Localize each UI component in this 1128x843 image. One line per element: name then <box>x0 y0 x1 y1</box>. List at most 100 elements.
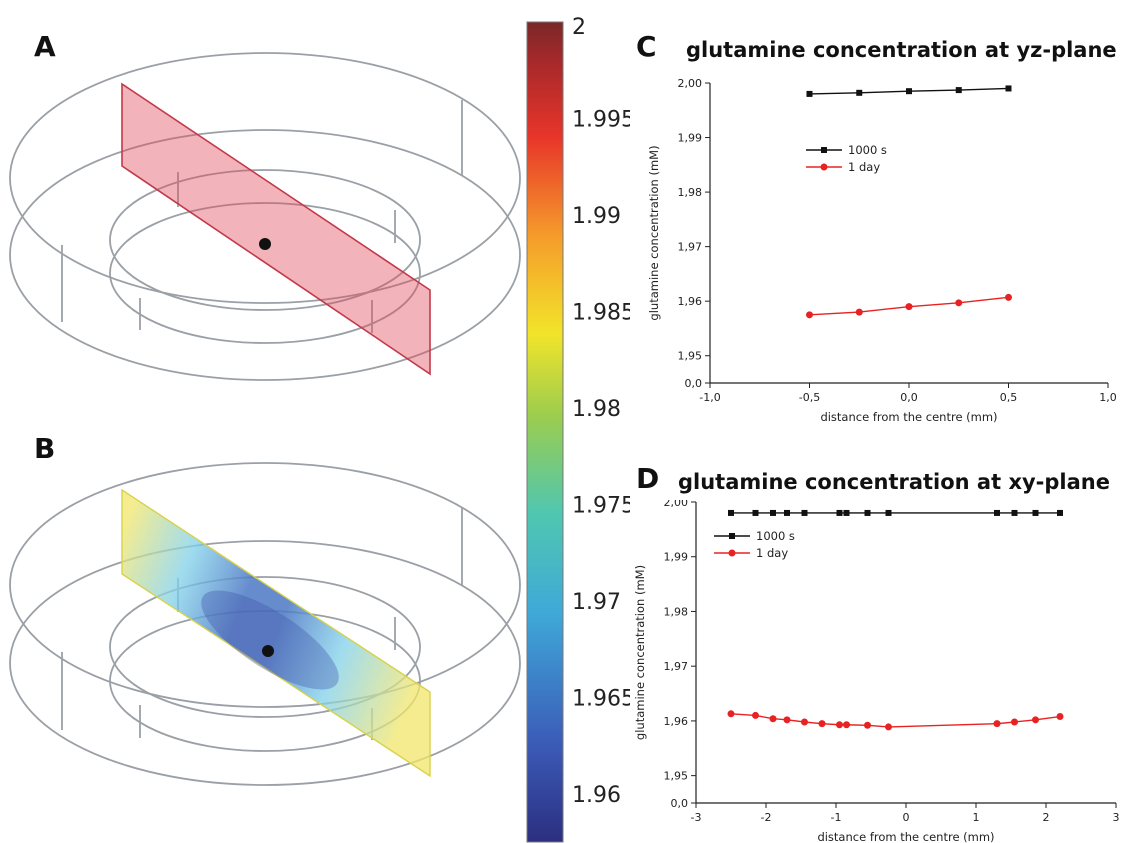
outer-ring-bottom-b <box>9 540 521 786</box>
legend-label: 1000 s <box>848 143 887 157</box>
y-tick-label: 2,00 <box>678 77 703 90</box>
x-tick-label: 0 <box>903 811 910 824</box>
colorbar-tick-label: 1.97 <box>572 590 621 615</box>
outer-ring-bottom <box>9 129 521 381</box>
y-tick-label: 1,98 <box>664 605 689 618</box>
geometry-diagrams <box>9 52 521 786</box>
colorbar-tick-label: 1.965 <box>572 686 630 711</box>
data-point <box>727 710 735 718</box>
legend-marker <box>821 147 827 153</box>
colorbar-tick-label: 1.96 <box>572 783 621 808</box>
y-tick-label: 0,0 <box>685 377 703 390</box>
data-point <box>1032 716 1039 724</box>
chart-c-title: glutamine concentration at yz-plane <box>686 38 1117 62</box>
x-tick-label: 0,5 <box>1000 391 1018 404</box>
data-point <box>1057 509 1063 516</box>
data-point <box>993 720 1001 728</box>
data-point <box>1056 713 1064 721</box>
outer-ring-top <box>9 52 521 304</box>
x-tick-label: 1 <box>973 811 980 824</box>
data-point <box>864 509 871 516</box>
y-axis-label: glutamine concentration (mM) <box>633 565 647 740</box>
center-point-b <box>262 645 274 657</box>
panel-c-label: C <box>636 30 657 63</box>
y-tick-label: 2,00 <box>664 500 689 509</box>
panel-b-label: B <box>34 432 56 465</box>
colorbar-gradient <box>526 21 564 843</box>
legend-label: 1000 s <box>756 529 795 543</box>
data-point <box>856 89 863 96</box>
data-point <box>784 509 790 516</box>
x-tick-label: 1,0 <box>1099 391 1117 404</box>
data-point <box>1011 509 1018 516</box>
colorbar: 1.995 1.99 1.985 1.98 1.975 1.97 1.965 1.96 2 <box>526 15 630 843</box>
x-tick-label: -1,0 <box>699 391 720 404</box>
x-tick-label: -0,5 <box>799 391 820 404</box>
colorbar-tick-label: 1.975 <box>572 493 630 518</box>
y-tick-label: 1,99 <box>678 132 703 145</box>
y-tick-label: 0,0 <box>671 797 689 810</box>
data-point <box>836 509 843 516</box>
data-point <box>769 715 777 723</box>
y-tick-label: 1,98 <box>678 186 703 199</box>
colorbar-tick-label: 1.98 <box>572 397 621 422</box>
data-point <box>955 299 963 307</box>
data-point <box>801 509 808 516</box>
colorbar-tick-label: 1.995 <box>572 107 630 132</box>
y-tick-label: 1,97 <box>678 241 703 254</box>
x-tick-label: -1 <box>831 811 842 824</box>
inner-ring-top <box>109 169 421 311</box>
data-point <box>994 509 1000 516</box>
inner-ring-bottom <box>109 202 421 344</box>
center-point-a <box>259 238 271 250</box>
yz-plane-slice <box>121 82 431 376</box>
data-point <box>905 303 913 311</box>
data-point <box>1011 718 1018 726</box>
data-point <box>752 711 759 719</box>
legend-label: 1 day <box>848 160 880 174</box>
y-tick-label: 1,96 <box>678 295 703 308</box>
data-point <box>806 311 813 319</box>
data-point <box>906 88 912 95</box>
y-tick-label: 1,97 <box>664 660 689 673</box>
chart-d-title: glutamine concentration at xy-plane <box>678 470 1110 494</box>
colorbar-tick-label: 1.985 <box>572 300 630 325</box>
x-tick-label: -3 <box>691 811 702 824</box>
y-tick-label: 1,95 <box>664 770 689 783</box>
data-point <box>843 721 850 729</box>
data-point <box>885 723 892 731</box>
x-tick-label: -2 <box>761 811 772 824</box>
outer-ring-top-b <box>9 462 521 708</box>
data-point <box>818 720 826 728</box>
inner-ring-top-b <box>109 576 421 718</box>
data-point <box>783 716 791 724</box>
data-point <box>864 721 871 729</box>
panel-d-label: D <box>636 462 660 495</box>
legend-marker <box>820 163 828 171</box>
legend-marker <box>729 533 735 539</box>
y-axis-label: glutamine concentration (mM) <box>647 145 661 320</box>
chart-c: -1,0 -0,5 0,0 0,5 1,0 0,0 1,95 1,96 1,97 1,98 1,99… <box>647 77 1117 424</box>
data-point <box>806 90 813 97</box>
series-line <box>730 713 1061 728</box>
panel-a-label: A <box>34 30 56 63</box>
chart-d: -3 -2 -1 0 1 2 3 0,0 1,95 1,96 1,97 1,98 1,99 2,00 dis… <box>633 500 1120 843</box>
x-axis-label: distance from the centre (mm) <box>817 830 994 843</box>
data-point <box>770 509 776 516</box>
data-point <box>855 308 863 316</box>
data-point <box>1005 293 1012 301</box>
data-point <box>843 509 850 516</box>
y-tick-label: 1,96 <box>664 715 689 728</box>
data-point <box>885 509 892 516</box>
legend-label: 1 day <box>756 546 788 560</box>
y-tick-label: 1,95 <box>678 350 703 363</box>
data-point <box>801 718 808 726</box>
data-point <box>1032 509 1039 516</box>
colorbar-tick-label: 1.99 <box>572 204 621 229</box>
x-tick-label: 0,0 <box>900 391 918 404</box>
x-tick-label: 3 <box>1113 811 1120 824</box>
data-point <box>836 721 843 729</box>
data-point <box>1005 85 1012 92</box>
y-tick-label: 1,99 <box>664 551 689 564</box>
x-tick-label: 2 <box>1043 811 1050 824</box>
